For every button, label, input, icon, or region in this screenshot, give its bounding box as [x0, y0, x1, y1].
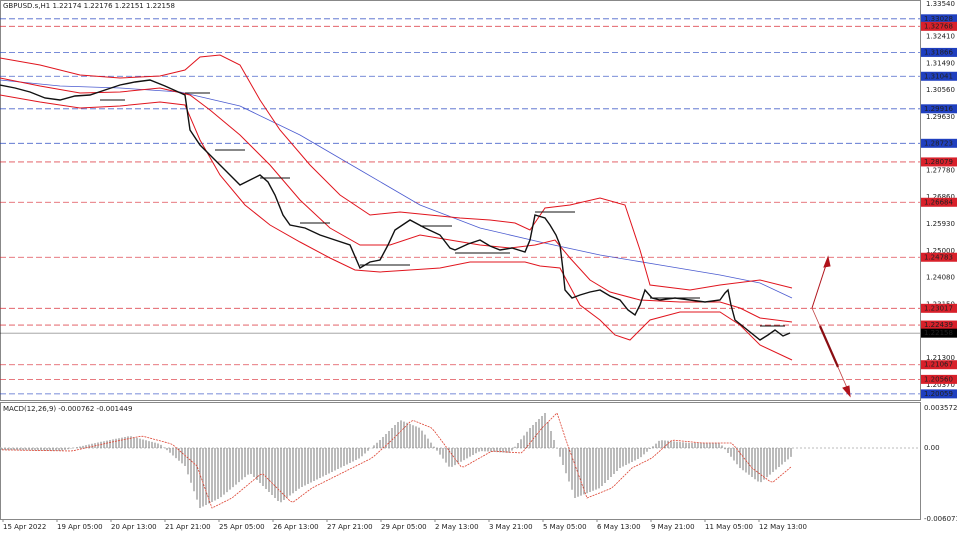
time-axis-label: 20 Apr 13:00 — [111, 523, 157, 531]
moving-average — [0, 79, 793, 299]
time-axis-label: 25 Apr 05:00 — [219, 523, 265, 531]
level-label: 1.28723 — [924, 139, 953, 147]
price-axis-label: 1.30560 — [926, 86, 955, 94]
price-axis-label: 1.32410 — [926, 33, 955, 41]
level-tag — [921, 21, 957, 31]
time-axis-label: 9 May 21:00 — [651, 523, 695, 531]
level-label: 1.24783 — [924, 253, 953, 261]
level-tag — [921, 328, 957, 338]
arrow-down-thick — [818, 325, 840, 368]
main-pane — [0, 0, 921, 401]
macd-signal — [1, 412, 792, 509]
level-label: 1.28079 — [924, 158, 953, 166]
bollinger-middle — [0, 77, 793, 323]
level-label: 1.33028 — [924, 15, 953, 23]
level-label: 1.21067 — [924, 361, 953, 369]
level-tag — [921, 252, 957, 262]
price-axis-label: 1.25930 — [926, 220, 955, 228]
macd-axis-label: 0.00 — [924, 444, 940, 452]
macd-pane — [0, 402, 921, 520]
level-tag — [921, 71, 957, 81]
price-axis-label: 1.27780 — [926, 167, 955, 175]
arrow-up — [811, 261, 828, 309]
price-axis-label: 1.24080 — [926, 274, 955, 282]
level-label: 1.29916 — [924, 105, 953, 113]
arrow-head — [842, 385, 851, 398]
level-tag — [921, 360, 957, 370]
time-axis-label: 15 Apr 2022 — [3, 523, 46, 531]
macd-title: MACD(12,26,9) -0.000762 -0.001449 — [3, 405, 132, 413]
time-axis-label: 3 May 21:00 — [489, 523, 533, 531]
price-axis-label: 1.21300 — [926, 354, 955, 362]
level-tag — [921, 104, 957, 114]
level-label: 1.31866 — [924, 48, 953, 56]
price-axis-label: 1.29630 — [926, 113, 955, 121]
level-tag — [921, 374, 957, 384]
level-tag — [921, 389, 957, 399]
price-axis-label: 1.25000 — [926, 247, 955, 255]
price-axis-label: 1.33540 — [926, 0, 955, 8]
time-axis-label: 12 May 13:00 — [759, 523, 807, 531]
macd-axis-label: -0.006071 — [924, 515, 957, 523]
time-axis-label: 11 May 05:00 — [705, 523, 753, 531]
time-axis-label: 19 Apr 05:00 — [57, 523, 103, 531]
time-axis-label: 6 May 13:00 — [597, 523, 641, 531]
level-label: 1.26684 — [924, 198, 953, 206]
level-label: 1.22158 — [924, 329, 953, 337]
level-label: 1.22439 — [924, 321, 953, 329]
level-label: 1.20059 — [924, 390, 953, 398]
price-axis-label: 1.20370 — [926, 381, 955, 389]
level-label: 1.32768 — [924, 22, 953, 30]
time-axis-label: 5 May 05:00 — [543, 523, 587, 531]
support-resistance-marks — [100, 92, 785, 327]
price-axis-label: 1.31490 — [926, 59, 955, 67]
arrow-head — [823, 255, 831, 268]
level-tag — [921, 157, 957, 167]
bollinger-lower — [0, 94, 793, 361]
header-title: GBPUSD.s,H1 1.22174 1.22176 1.22151 1.22… — [3, 2, 175, 10]
level-tag — [921, 320, 957, 330]
time-axis-label: 26 Apr 13:00 — [273, 523, 319, 531]
level-tag — [921, 197, 957, 207]
level-label: 1.20560 — [924, 375, 953, 383]
time-axis-label: 21 Apr 21:00 — [165, 523, 211, 531]
level-label: 1.31041 — [924, 72, 953, 80]
price-axis-label: 1.26860 — [926, 193, 955, 201]
forecast-arrows — [811, 255, 851, 398]
level-tag — [921, 138, 957, 148]
levels — [0, 18, 920, 395]
time-axis-label: 27 Apr 21:00 — [327, 523, 373, 531]
time-axis-label: 2 May 13:00 — [435, 523, 479, 531]
level-label: 1.23017 — [924, 304, 953, 312]
level-tag — [921, 14, 957, 24]
time-axis-label: 29 Apr 05:00 — [381, 523, 427, 531]
macd-histogram — [1, 412, 792, 509]
macd-axis-label: 0.003572 — [924, 404, 957, 412]
level-tag — [921, 47, 957, 57]
level-tag — [921, 303, 957, 313]
bollinger-upper — [0, 54, 793, 291]
